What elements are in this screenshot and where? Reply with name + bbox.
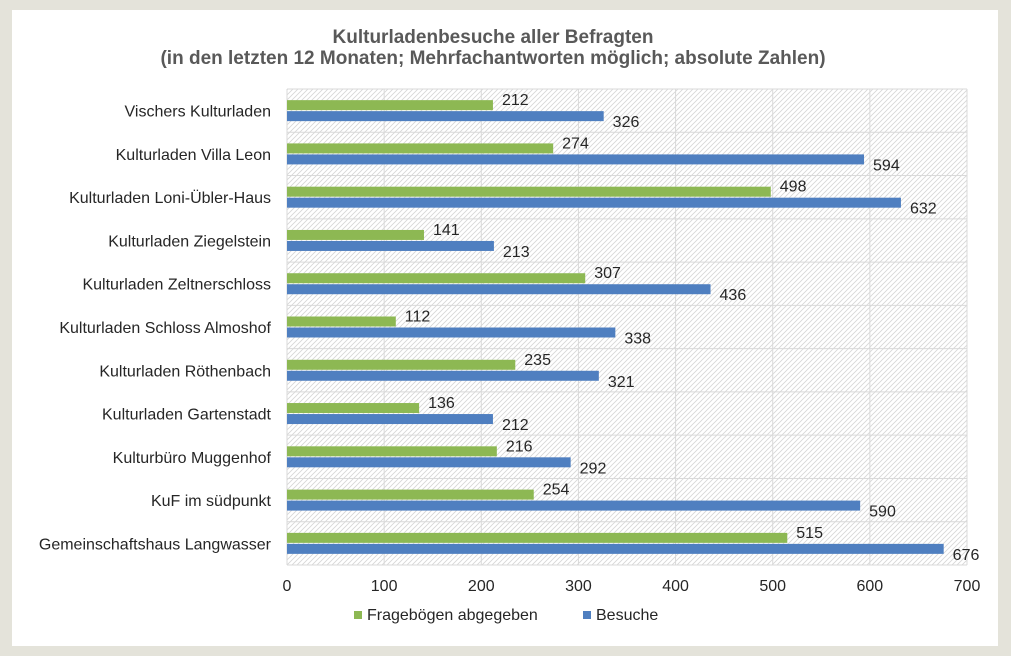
bar-besuche xyxy=(287,284,711,295)
data-label: 292 xyxy=(580,460,607,477)
chart-card: Kulturladenbesuche aller Befragten (in d… xyxy=(12,10,998,646)
bar-fragebogen xyxy=(287,489,534,500)
chart-title: Kulturladenbesuche aller Befragten xyxy=(333,27,654,48)
bar-besuche xyxy=(287,543,944,554)
bar-fragebogen xyxy=(287,143,554,154)
bar-fragebogen xyxy=(287,100,493,111)
x-tick-label: 400 xyxy=(662,578,689,595)
data-label: 307 xyxy=(594,265,621,282)
data-label: 212 xyxy=(502,92,529,109)
bar-fragebogen xyxy=(287,273,586,284)
data-label: 338 xyxy=(624,331,651,348)
x-tick-label: 100 xyxy=(371,578,398,595)
data-label: 515 xyxy=(796,525,823,542)
category-label: Kulturladen Zeltnerschloss xyxy=(82,277,271,294)
x-tick-label: 300 xyxy=(565,578,592,595)
data-label: 436 xyxy=(720,287,747,304)
bar-besuche xyxy=(287,111,604,122)
bar-besuche xyxy=(287,327,616,338)
data-label: 136 xyxy=(428,395,455,412)
bars xyxy=(287,100,944,554)
bar-besuche xyxy=(287,370,599,381)
bar-besuche xyxy=(287,500,861,511)
x-tick-label: 700 xyxy=(954,578,981,595)
category-label: Kulturladen Schloss Almoshof xyxy=(59,320,271,337)
data-label: 274 xyxy=(562,135,589,152)
chart-subtitle: (in den letzten 12 Monaten; Mehrfachantw… xyxy=(160,48,825,69)
data-label: 216 xyxy=(506,438,533,455)
category-label: Kulturbüro Muggenhof xyxy=(113,450,272,467)
category-label: Kulturladen Gartenstadt xyxy=(102,407,272,424)
x-tick-label: 600 xyxy=(857,578,884,595)
legend-swatch-fragebogen xyxy=(354,611,362,619)
data-label: 590 xyxy=(869,504,896,521)
bar-fragebogen xyxy=(287,186,771,197)
bar-fragebogen xyxy=(287,446,497,457)
legend-label-fragebogen: Fragebögen abgegeben xyxy=(367,607,538,624)
data-label: 326 xyxy=(613,114,640,131)
category-label: Gemeinschaftshaus Langwasser xyxy=(39,536,272,553)
data-label: 254 xyxy=(543,482,570,499)
x-tick-label: 0 xyxy=(283,578,292,595)
category-label: Kulturladen Loni-Übler-Haus xyxy=(69,189,271,207)
data-label: 594 xyxy=(873,157,900,174)
data-label: 112 xyxy=(405,309,431,326)
x-tick-label: 200 xyxy=(468,578,495,595)
category-label: Kulturladen Villa Leon xyxy=(116,147,271,164)
bar-fragebogen xyxy=(287,403,420,414)
data-label: 321 xyxy=(608,374,635,391)
data-label: 213 xyxy=(503,244,530,261)
legend: Fragebögen abgegeben Besuche xyxy=(354,607,658,624)
data-label: 235 xyxy=(524,352,551,369)
legend-swatch-besuche xyxy=(583,611,591,619)
bar-chart: Kulturladenbesuche aller Befragten (in d… xyxy=(39,27,981,624)
category-label: KuF im südpunkt xyxy=(151,493,272,510)
legend-label-besuche: Besuche xyxy=(596,607,658,624)
category-label: Kulturladen Röthenbach xyxy=(99,363,271,380)
bar-fragebogen xyxy=(287,532,788,543)
data-label: 498 xyxy=(780,179,807,196)
labels: 0 100 200 300 400 500 600 700 Vischers Kulturlad… xyxy=(39,92,981,595)
bar-besuche xyxy=(287,457,571,468)
category-label: Kulturladen Ziegelstein xyxy=(108,233,271,250)
data-label: 212 xyxy=(502,417,529,434)
bar-besuche xyxy=(287,154,865,165)
bar-fragebogen xyxy=(287,316,396,327)
data-label: 632 xyxy=(910,201,937,218)
bar-fragebogen xyxy=(287,229,424,240)
bar-besuche xyxy=(287,240,494,251)
x-tick-label: 500 xyxy=(759,578,786,595)
bar-fragebogen xyxy=(287,359,516,370)
grid-lines xyxy=(286,88,968,566)
bar-besuche xyxy=(287,197,901,208)
plot-area xyxy=(287,89,967,565)
bar-besuche xyxy=(287,414,493,425)
category-label: Vischers Kulturladen xyxy=(125,104,271,121)
data-label: 676 xyxy=(953,547,980,564)
data-label: 141 xyxy=(433,222,460,239)
